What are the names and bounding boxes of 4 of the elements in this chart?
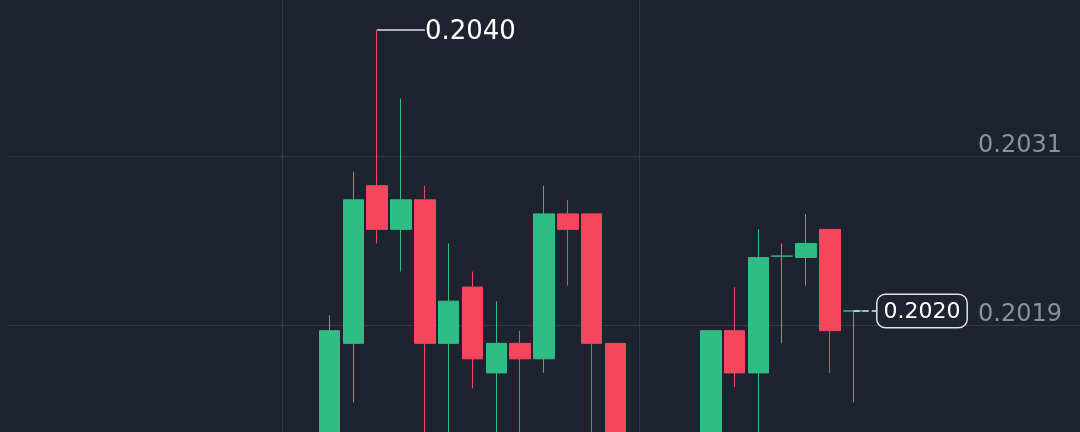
ref-line-label: 0.2020 bbox=[883, 298, 961, 324]
y-tick-label: 0.2019 bbox=[978, 299, 1062, 328]
annotation: 0.2040 bbox=[424, 14, 516, 45]
y-tick-label: 0.2031 bbox=[978, 130, 1062, 159]
